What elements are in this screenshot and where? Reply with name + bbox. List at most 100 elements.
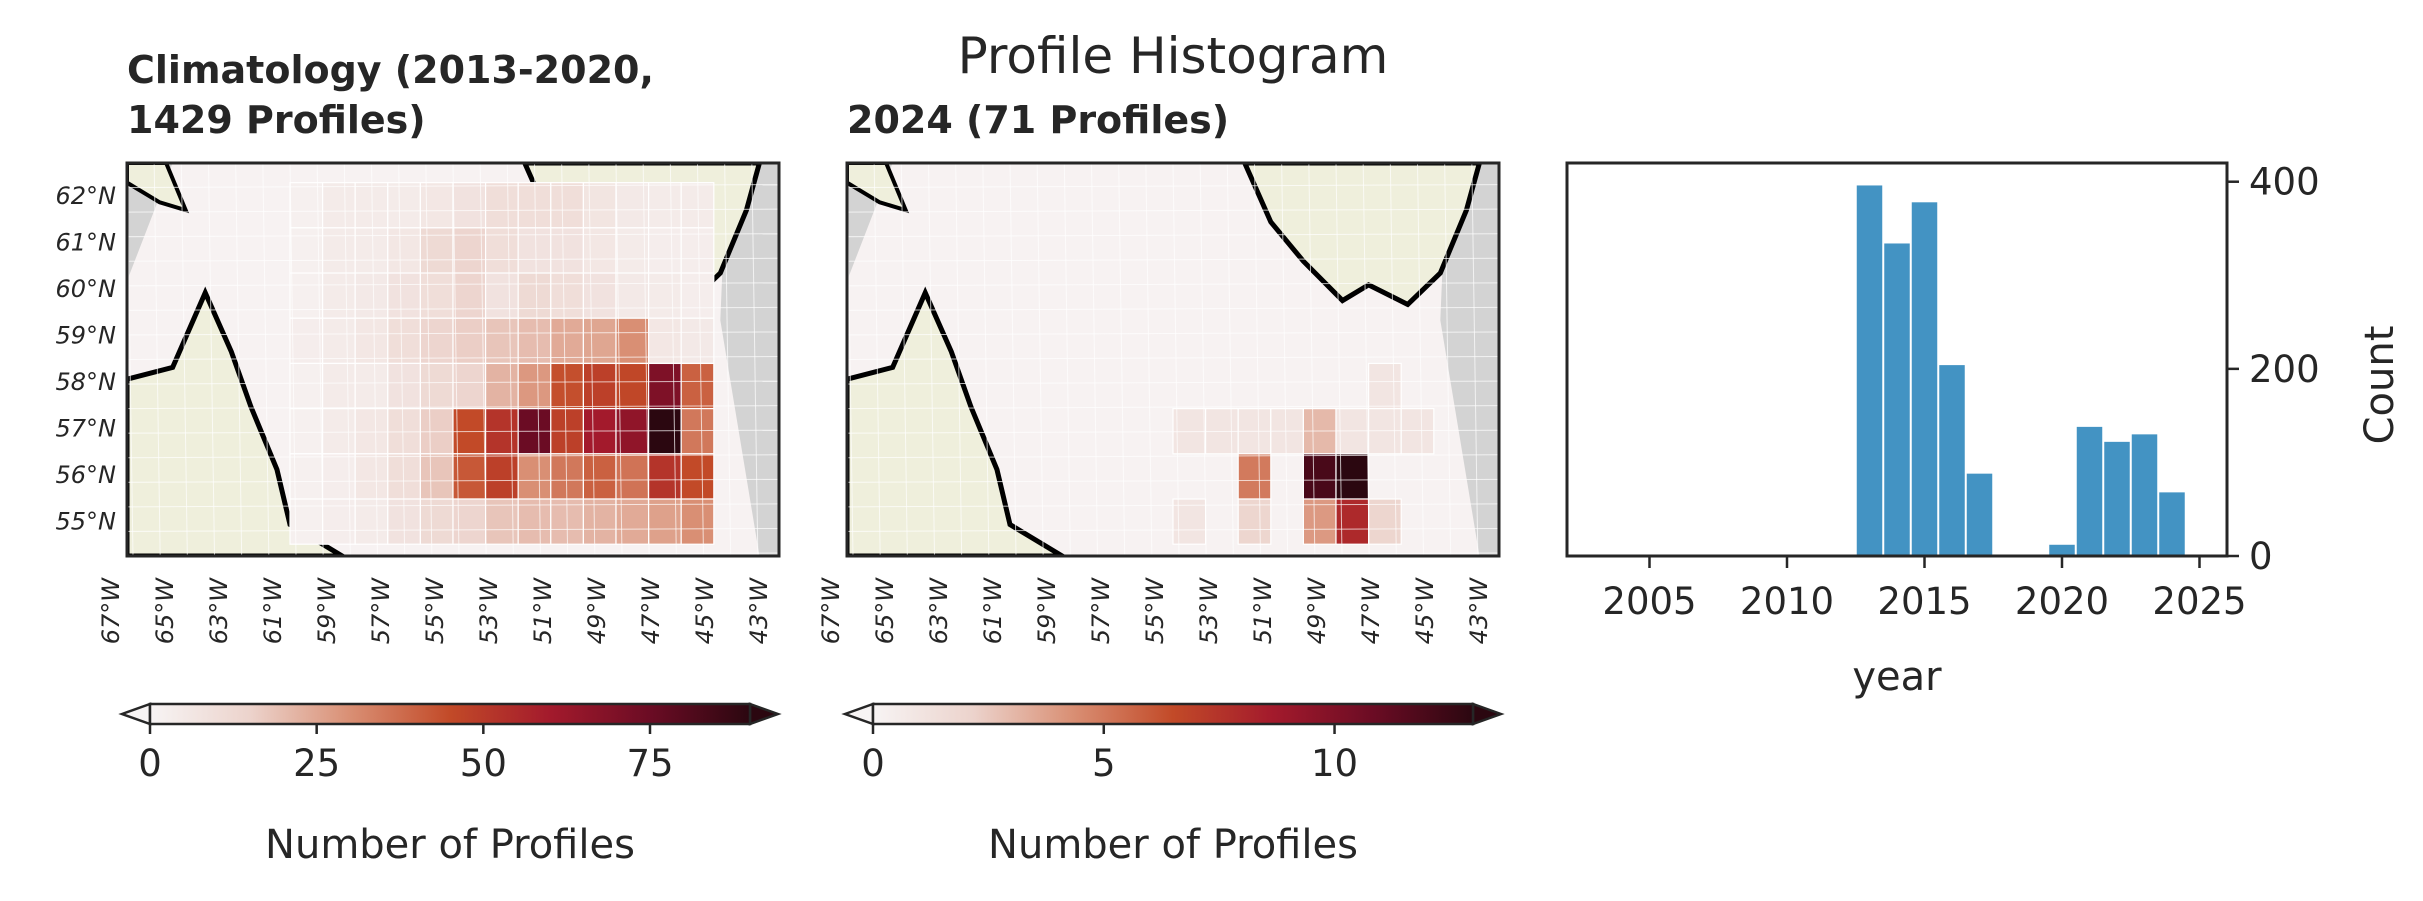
graticule-parallel (127, 380, 779, 385)
graticule-meridian (1063, 163, 1071, 556)
graticule-parallel (847, 356, 1499, 360)
heatmap-cell (289, 272, 324, 319)
lat-label: 55°N (56, 508, 117, 536)
heatmap-cell (354, 362, 389, 410)
graticule-parallel (847, 405, 1499, 410)
graticule-parallel (847, 233, 1499, 238)
longitude-labels: 67°W 65°W 63°W 61°W 59°W 57°W 55°W 53°W 51°W 49°W… (97, 577, 1493, 645)
heatmap-cell (517, 227, 552, 274)
graticule-parallel (847, 184, 1499, 189)
graticule-meridian (289, 163, 297, 556)
graticule-parallel (127, 527, 779, 532)
lat-label: 57°N (56, 415, 117, 443)
graticule-meridian (1226, 163, 1234, 556)
graticule-meridian (588, 163, 596, 556)
heatmap-cell (419, 453, 454, 500)
heatmap-cell (550, 272, 584, 319)
heatmap-cell (550, 317, 584, 365)
heatmap-cell (485, 272, 519, 319)
colorbar-tick-label: 10 (1311, 742, 1358, 785)
heatmap-cell (615, 362, 650, 410)
heatmap-cell (289, 362, 324, 410)
graticule-meridian (615, 163, 623, 556)
graticule-parallel (847, 380, 1499, 385)
graticule-parallel (847, 527, 1499, 532)
heatmap-cell (354, 498, 389, 545)
lon-label: 45°W (691, 577, 719, 645)
heatmap-cell (354, 408, 389, 455)
colorbar-bar (148, 702, 752, 726)
graticule-meridian (1281, 163, 1289, 556)
heatmap-cell (354, 227, 389, 274)
graticule-parallel (847, 503, 1499, 508)
figure-suptitle: Profile Histogram (958, 27, 1389, 85)
lon-label: 65°W (151, 577, 179, 645)
colorbar-extend-max (1471, 702, 1505, 726)
heatmap-cell (322, 317, 356, 365)
lon-label: 43°W (1465, 577, 1493, 645)
heatmap-cell (387, 317, 421, 365)
graticule-parallel (847, 454, 1499, 459)
lon-label: 67°W (817, 577, 845, 645)
heatmap-cell (289, 227, 324, 274)
heatmap-cell (419, 317, 454, 365)
graticule-parallel (847, 478, 1499, 483)
heatmap-cell (322, 408, 356, 455)
heatmap-cell (680, 453, 715, 500)
graticule-meridian (642, 163, 650, 556)
heatmap-cell (647, 227, 682, 274)
graticule-meridian (561, 163, 569, 556)
hist-ytick-label: 400 (2249, 161, 2320, 204)
heatmap-cell (452, 317, 487, 365)
lon-label: 47°W (637, 577, 665, 645)
colorbar-tick-label: 25 (293, 742, 340, 785)
graticule-meridian (506, 163, 514, 556)
heatmap-cell (419, 227, 454, 274)
heatmap-cell (387, 362, 421, 410)
hist-bar (2159, 492, 2185, 556)
heatmap-cell (452, 362, 487, 410)
lon-label: 51°W (1249, 577, 1277, 645)
lon-label: 45°W (1411, 577, 1439, 645)
graticule-meridian (955, 163, 963, 556)
heatmap-cell (582, 498, 617, 545)
graticule-meridian (669, 163, 677, 556)
graticule-parallel (847, 257, 1499, 262)
labrador-land (847, 286, 1068, 556)
colorbar-extend-min (841, 702, 875, 726)
map-left-title-line1: Climatology (2013-2020, (127, 48, 654, 92)
hist-xtick-label: 2020 (2015, 580, 2109, 623)
graticule-meridian (1417, 163, 1424, 556)
lon-label: 59°W (1033, 577, 1061, 645)
graticule-parallel (127, 208, 779, 213)
graticule-meridian (1335, 163, 1343, 556)
map-frame (845, 161, 1501, 558)
hist-frame (1565, 161, 2229, 558)
lat-label: 61°N (56, 229, 117, 257)
lat-label: 62°N (56, 182, 117, 210)
graticule-parallel (127, 257, 779, 262)
heatmap-cell (452, 272, 487, 319)
lat-label: 60°N (56, 275, 117, 303)
heatmap-cell (647, 272, 682, 319)
colorbar-tick-label: 5 (1092, 742, 1116, 785)
graticule-meridian (235, 163, 243, 556)
hist-bar (2104, 441, 2130, 556)
graticule-parallel (847, 208, 1499, 213)
hist-bar (1884, 243, 1910, 556)
heatmap-cell (387, 227, 421, 274)
hist-bar (1911, 202, 1938, 557)
hist-bar (2131, 434, 2158, 556)
graticule-meridian (1254, 163, 1261, 556)
graticule-meridian (697, 163, 704, 556)
graticule-meridian (425, 163, 433, 556)
graticule-meridian (1389, 163, 1397, 556)
map-frame (125, 161, 781, 558)
map-mid (845, 161, 1501, 558)
heatmap-cell (647, 182, 682, 229)
graticule-meridian (452, 163, 460, 556)
lon-label: 51°W (529, 577, 557, 645)
greenland-land (1241, 163, 1483, 308)
heatmap-cell (582, 453, 617, 500)
